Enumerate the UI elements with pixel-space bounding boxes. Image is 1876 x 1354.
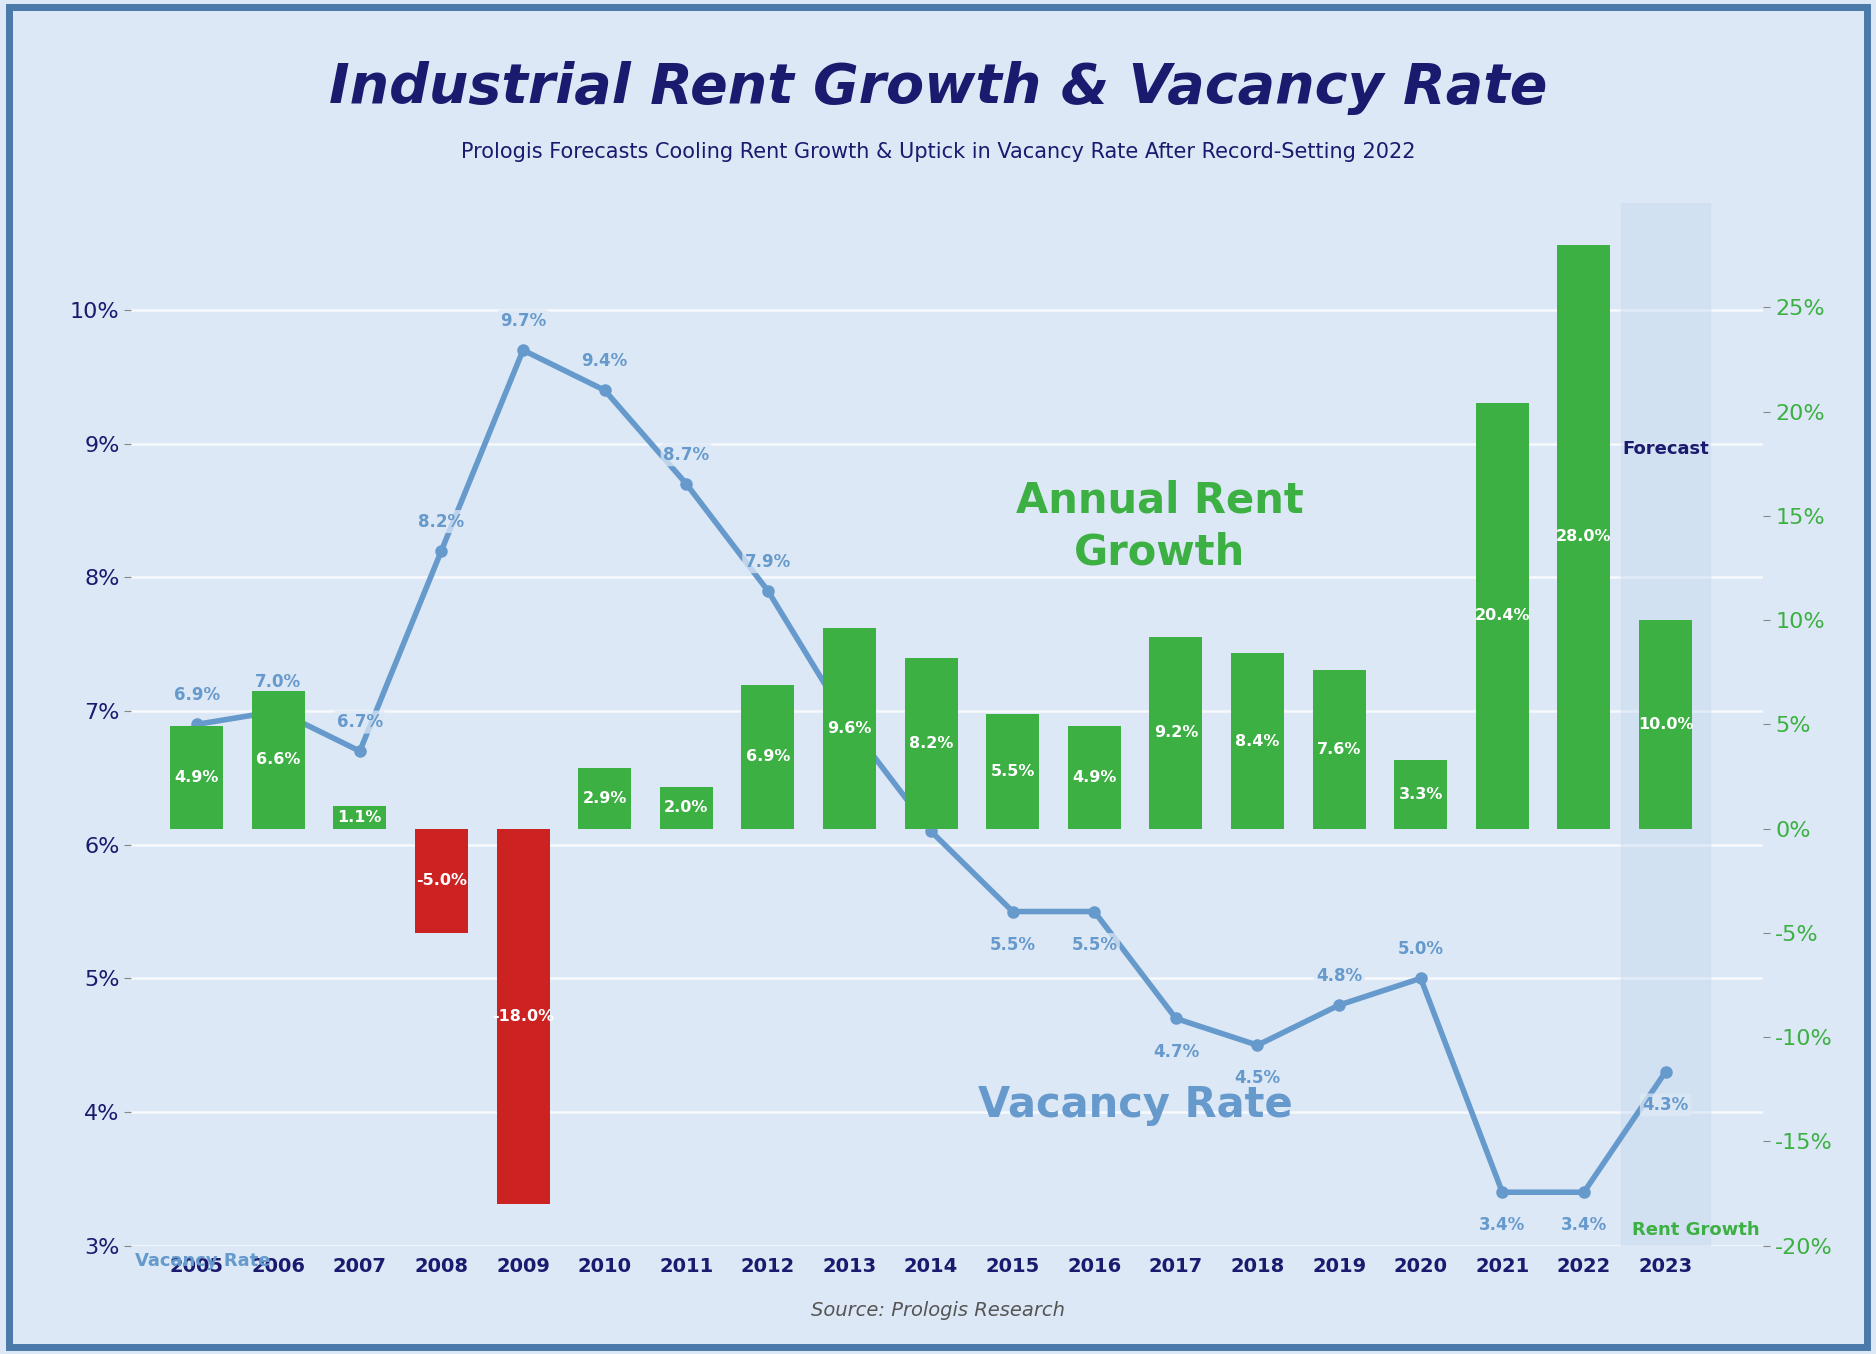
Bar bbox=[497, 829, 550, 1204]
Bar bbox=[334, 806, 386, 829]
Bar bbox=[904, 658, 957, 829]
Text: 6.7%: 6.7% bbox=[338, 714, 383, 731]
Text: 10.0%: 10.0% bbox=[1638, 716, 1694, 733]
Text: 4.8%: 4.8% bbox=[1317, 967, 1362, 986]
Bar bbox=[578, 768, 630, 829]
Bar bbox=[1313, 670, 1366, 829]
Text: 28.0%: 28.0% bbox=[1557, 529, 1611, 544]
Text: 5.0%: 5.0% bbox=[1398, 940, 1445, 959]
Text: 4.5%: 4.5% bbox=[1234, 1070, 1281, 1087]
Text: 4.7%: 4.7% bbox=[1152, 1043, 1199, 1060]
Text: -18.0%: -18.0% bbox=[492, 1009, 553, 1024]
Bar bbox=[987, 714, 1039, 829]
Text: 8.2%: 8.2% bbox=[908, 735, 953, 750]
Text: 9.4%: 9.4% bbox=[582, 352, 628, 370]
Text: Vacancy Rate: Vacancy Rate bbox=[977, 1085, 1293, 1127]
Bar bbox=[415, 829, 467, 933]
Bar bbox=[660, 787, 713, 829]
Text: 7.0%: 7.0% bbox=[255, 673, 302, 691]
Bar bbox=[251, 691, 304, 829]
Text: 9.6%: 9.6% bbox=[827, 722, 872, 737]
Text: 6.9%: 6.9% bbox=[745, 749, 790, 764]
Text: Annual Rent
Growth: Annual Rent Growth bbox=[1015, 479, 1304, 573]
Bar bbox=[824, 628, 876, 829]
Text: Rent Growth: Rent Growth bbox=[1632, 1221, 1760, 1239]
Text: 8.7%: 8.7% bbox=[664, 445, 709, 464]
Text: 7.6%: 7.6% bbox=[1317, 742, 1362, 757]
Text: 3.4%: 3.4% bbox=[1478, 1216, 1525, 1235]
Text: 6.9%: 6.9% bbox=[174, 686, 219, 704]
Bar bbox=[1067, 727, 1120, 829]
Text: 5.5%: 5.5% bbox=[991, 764, 1036, 779]
Bar bbox=[1476, 403, 1529, 829]
Text: 6.9%: 6.9% bbox=[827, 686, 872, 704]
Text: 3.3%: 3.3% bbox=[1398, 787, 1443, 802]
Text: Vacancy Rate: Vacancy Rate bbox=[135, 1252, 270, 1270]
Text: 5.5%: 5.5% bbox=[1071, 936, 1118, 953]
Text: 7.9%: 7.9% bbox=[745, 552, 792, 570]
Bar bbox=[171, 727, 223, 829]
Text: 8.2%: 8.2% bbox=[418, 513, 465, 531]
Bar bbox=[1150, 636, 1203, 829]
Text: 6.1%: 6.1% bbox=[908, 793, 955, 811]
Text: 4.3%: 4.3% bbox=[1642, 1095, 1688, 1114]
Text: 3.4%: 3.4% bbox=[1561, 1216, 1608, 1235]
Bar bbox=[1394, 760, 1446, 829]
Text: 4.9%: 4.9% bbox=[174, 770, 219, 785]
Text: 6.6%: 6.6% bbox=[255, 753, 300, 768]
Text: Forecast: Forecast bbox=[1623, 440, 1709, 458]
Text: 5.5%: 5.5% bbox=[991, 936, 1036, 953]
Text: Source: Prologis Research: Source: Prologis Research bbox=[810, 1301, 1066, 1320]
Text: 1.1%: 1.1% bbox=[338, 810, 383, 825]
Bar bbox=[1231, 654, 1283, 829]
Text: 9.7%: 9.7% bbox=[499, 311, 546, 330]
Text: Industrial Rent Growth & Vacancy Rate: Industrial Rent Growth & Vacancy Rate bbox=[328, 61, 1548, 115]
Text: 2.0%: 2.0% bbox=[664, 800, 709, 815]
Bar bbox=[1640, 620, 1692, 829]
Bar bbox=[741, 685, 794, 829]
Text: -5.0%: -5.0% bbox=[416, 873, 467, 888]
Text: 9.2%: 9.2% bbox=[1154, 726, 1199, 741]
Bar bbox=[1557, 245, 1610, 829]
Text: 20.4%: 20.4% bbox=[1475, 608, 1531, 623]
Text: 8.4%: 8.4% bbox=[1234, 734, 1279, 749]
Text: 2.9%: 2.9% bbox=[582, 791, 627, 806]
Bar bbox=[1621, 203, 1711, 1246]
Text: 4.9%: 4.9% bbox=[1071, 770, 1116, 785]
Text: Prologis Forecasts Cooling Rent Growth & Uptick in Vacancy Rate After Record-Set: Prologis Forecasts Cooling Rent Growth &… bbox=[461, 142, 1415, 162]
